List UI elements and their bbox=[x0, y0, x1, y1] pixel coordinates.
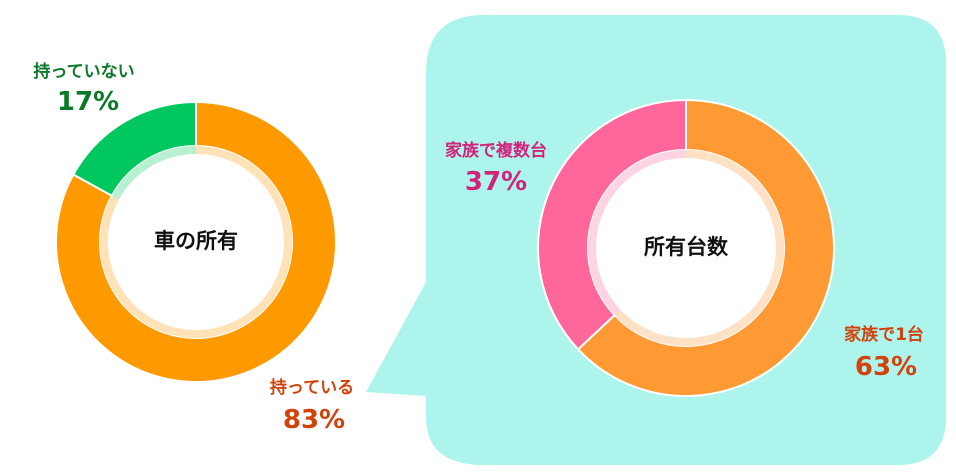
slice-label-not-owning: 持っていない bbox=[33, 61, 134, 82]
slice-inner-ring-0 bbox=[614, 150, 784, 346]
donut-hole bbox=[596, 158, 776, 338]
slice-label-owning: 持っている bbox=[270, 377, 354, 398]
slice-label-multiple-cars: 家族で複数台 bbox=[445, 140, 547, 161]
slice-inner-ring-1 bbox=[587, 150, 686, 316]
slice-inner-ring-1 bbox=[111, 146, 196, 200]
ownership-donut bbox=[55, 100, 337, 383]
slice-value-owning: 83% bbox=[283, 405, 345, 435]
slice-value-one-car: 63% bbox=[855, 352, 917, 382]
slice-label-one-car: 家族で1台 bbox=[844, 324, 924, 345]
ownership-center-title: 車の所有 bbox=[154, 229, 238, 253]
slice-value-multiple-cars: 37% bbox=[465, 167, 527, 197]
car-count-donut bbox=[537, 98, 835, 397]
slice-value-not-owning: 17% bbox=[57, 87, 119, 117]
donut-hole bbox=[108, 154, 284, 330]
car-count-center-title: 所有台数 bbox=[644, 235, 729, 259]
